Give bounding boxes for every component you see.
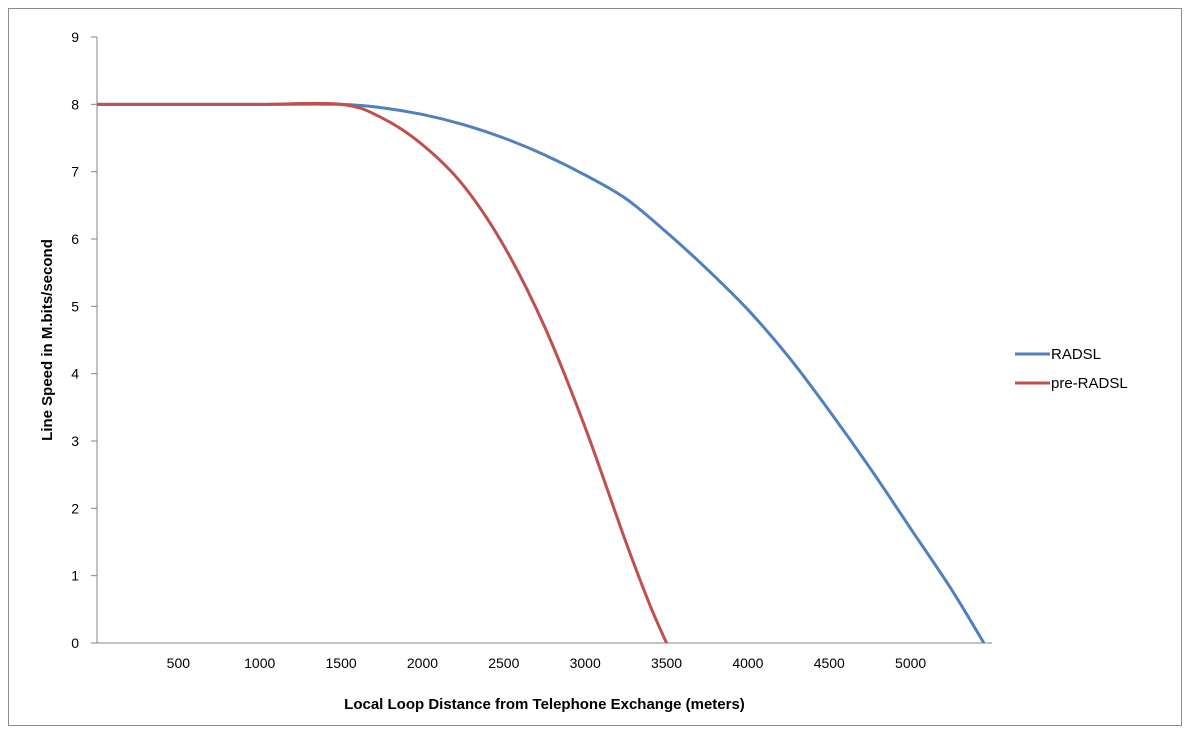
x-tick-label: 500 xyxy=(167,655,191,671)
series-line-pre-radsl xyxy=(96,101,668,644)
y-tick-label: 6 xyxy=(71,231,79,247)
x-tick-label: 4000 xyxy=(732,655,763,671)
legend: RADSL pre-RADSL xyxy=(1015,346,1128,392)
y-tick-label: 3 xyxy=(71,433,79,449)
legend-label: RADSL xyxy=(1051,346,1101,363)
chart-frame xyxy=(8,8,1182,726)
y-tick-label: 8 xyxy=(71,96,79,112)
x-tick-label: 5000 xyxy=(895,655,926,671)
y-tick-label: 7 xyxy=(71,164,79,180)
x-tick-label: 4500 xyxy=(814,655,845,671)
series-line-radsl xyxy=(96,102,986,644)
legend-label: pre-RADSL xyxy=(1051,375,1128,392)
x-tick-label: 3500 xyxy=(651,655,682,671)
y-tick-label: 1 xyxy=(71,568,79,584)
y-tick-label: 4 xyxy=(71,366,79,382)
x-tick-label: 3000 xyxy=(570,655,601,671)
x-tick-label: 2500 xyxy=(488,655,519,671)
x-tick-label: 1500 xyxy=(326,655,357,671)
axes xyxy=(91,36,992,644)
y-tick-label: 5 xyxy=(71,298,79,314)
series-lines xyxy=(96,101,986,644)
y-tick-label: 0 xyxy=(71,635,79,651)
x-axis-title: Local Loop Distance from Telephone Excha… xyxy=(344,696,745,713)
y-tick-label: 9 xyxy=(71,29,79,45)
x-tick-label: 1000 xyxy=(244,655,275,671)
y-axis-title: Line Speed in M.bits/second xyxy=(39,239,56,441)
tick-labels: 0 1 2 3 4 5 6 7 8 9 500 1000 1500 2000 2500 3000 3500 400… xyxy=(71,29,926,671)
y-tick-label: 2 xyxy=(71,500,79,516)
x-tick-label: 2000 xyxy=(407,655,438,671)
